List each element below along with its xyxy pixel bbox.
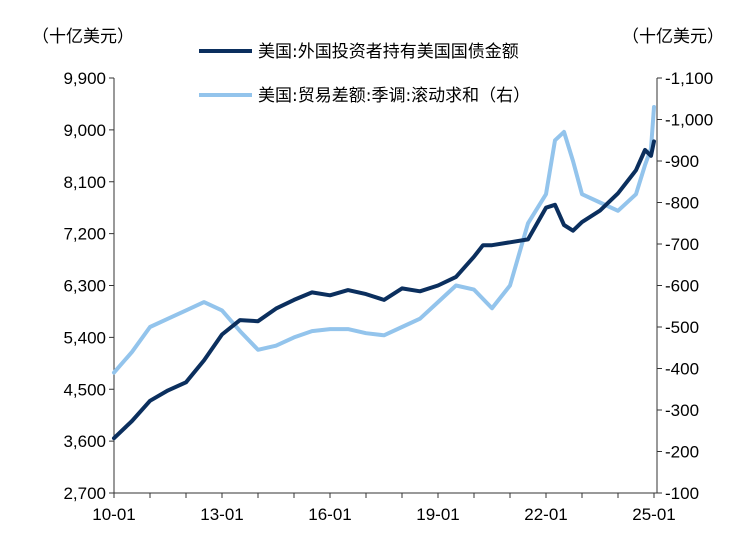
left-tick-label: 3,600 (63, 432, 106, 451)
right-tick-label: -1,100 (665, 69, 713, 88)
right-tick-label: -400 (665, 360, 699, 379)
x-axis-ticks: 10-01 13-01 16-01 19-01 22-01 25-01 (92, 493, 676, 524)
legend-label-trade-balance: 美国:贸易差额:季调:滚动求和（右） (258, 86, 530, 106)
left-tick-label: 9,900 (63, 69, 106, 88)
right-tick-label: -1,000 (665, 111, 713, 130)
right-axis-unit: （十亿美元） (622, 27, 724, 47)
right-tick-label: -700 (665, 235, 699, 254)
left-axis-unit: （十亿美元） (32, 27, 134, 47)
left-tick-label: 8,100 (63, 173, 106, 192)
series-line-trade-balance (112, 105, 656, 375)
x-tick-label: 22-01 (524, 505, 567, 524)
left-axis-ticks: 2,700 3,600 4,500 5,400 6,300 7,200 8,100 9,000… (63, 69, 114, 503)
right-axis-ticks: -100 -200 -300 -400 -500 -600 -700 -800 -900 -1,0… (657, 69, 713, 503)
left-tick-label: 4,500 (63, 380, 106, 399)
right-tick-label: -800 (665, 194, 699, 213)
series-lines (112, 105, 656, 441)
right-tick-label: -300 (665, 401, 699, 420)
left-tick-label: 5,400 (63, 328, 106, 347)
right-tick-label: -600 (665, 277, 699, 296)
x-tick-label: 25-01 (632, 505, 675, 524)
right-tick-label: -900 (665, 152, 699, 171)
axes (113, 78, 658, 494)
left-tick-label: 2,700 (63, 484, 106, 503)
series-line-foreign-holdings (112, 139, 656, 441)
x-tick-label: 13-01 (200, 505, 243, 524)
x-tick-label: 16-01 (308, 505, 351, 524)
left-tick-label: 7,200 (63, 225, 106, 244)
legend: 美国:外国投资者持有美国国债金额 美国:贸易差额:季调:滚动求和（右） (199, 42, 530, 106)
left-tick-label: 6,300 (63, 277, 106, 296)
x-tick-label: 19-01 (416, 505, 459, 524)
right-tick-label: -100 (665, 484, 699, 503)
x-tick-label: 10-01 (92, 505, 135, 524)
right-tick-label: -500 (665, 318, 699, 337)
left-tick-label: 9,000 (63, 121, 106, 140)
legend-label-foreign-holdings: 美国:外国投资者持有美国国债金额 (258, 42, 519, 62)
right-tick-label: -200 (665, 443, 699, 462)
